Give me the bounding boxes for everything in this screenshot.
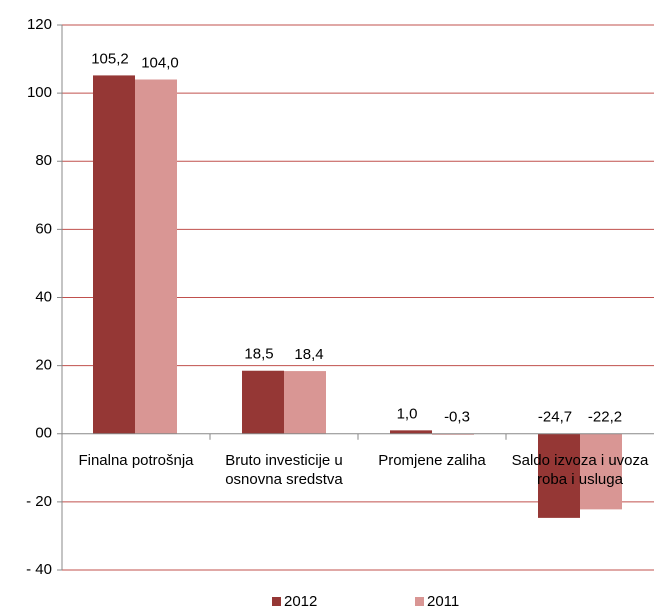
bar (93, 75, 135, 434)
bar (432, 433, 474, 435)
y-tick-label: - 20 (26, 493, 52, 510)
y-tick-label: 120 (27, 16, 52, 33)
y-tick-label: 100 (27, 84, 52, 101)
x-tick-label: Saldo izvoza i uvoza roba i usluga (511, 451, 649, 488)
value-label: -22,2 (588, 409, 622, 426)
y-tick-label: - 40 (26, 561, 52, 578)
value-label: -24,7 (538, 409, 572, 426)
y-tick-label: 80 (35, 152, 52, 169)
bar (242, 370, 284, 434)
legend-swatch (272, 597, 281, 606)
y-tick-label: 20 (35, 357, 52, 374)
y-tick-label: 40 (35, 288, 52, 305)
x-tick-label: Promjene zaliha (378, 451, 486, 469)
bar (580, 433, 622, 510)
value-label: 1,0 (397, 405, 418, 422)
bar (135, 79, 177, 434)
legend-label: 2012 (284, 593, 317, 609)
bar (538, 433, 580, 518)
y-tick-label: 00 (35, 425, 52, 442)
value-label: 104,0 (141, 54, 179, 71)
value-label: 105,2 (91, 50, 129, 67)
y-tick-label: 60 (35, 220, 52, 237)
bar (284, 371, 326, 434)
bar (390, 430, 432, 434)
value-label: 18,5 (244, 346, 273, 363)
value-label: 18,4 (294, 346, 323, 363)
x-tick-label: Bruto investicije u osnovna sredstva (225, 451, 343, 488)
x-tick-label: Finalna potrošnja (78, 451, 194, 469)
legend-swatch (415, 597, 424, 606)
legend-label: 2011 (427, 593, 459, 609)
value-label: -0,3 (444, 409, 470, 426)
